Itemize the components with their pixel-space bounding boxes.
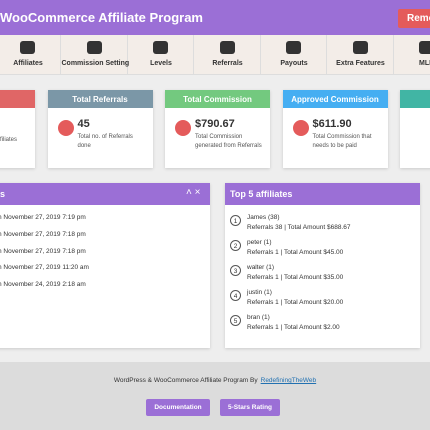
activity-row: n November 27, 2019 11:20 am [0,264,89,272]
card-desc: Total Commission generated from Referral… [195,134,262,149]
tab-icon [286,41,301,54]
stat-card: es filiates [0,90,35,168]
card-desc: Total Commission that needs to be paid [312,134,372,149]
footer-button[interactable]: Documentation [146,399,210,416]
affiliate-name: bran (1) [247,314,270,321]
tab-label: Levels [150,60,172,67]
affiliate-name: justin (1) [247,289,272,296]
card-value: $611.90 [312,118,352,130]
stat-card: Total Referrals 45 Total no. of Referrals … [47,90,153,168]
affiliate-detail: Referrals 1 | Total Amount $45.00 [247,249,344,256]
footer-button[interactable]: 5-Stars Rating [220,399,280,416]
affiliate-name: peter (1) [247,239,272,246]
plugin-title: WooCommerce Affiliate Program [0,10,203,25]
panel-header: s [0,183,210,205]
affiliate-name: James (38) [247,214,280,221]
stat-card: Total Commission $790.67 Total Commission … [165,90,270,168]
tab[interactable]: Referrals [195,35,261,75]
card-header: Pen [400,90,430,108]
footer-text: WordPress & WooCommerce Affiliate Progra… [0,377,430,384]
tab-icon [419,41,430,54]
rank-badge: 1 [230,215,241,226]
card-header: Total Referrals [47,90,153,108]
card-icon [292,120,309,136]
card-header: es [0,90,35,108]
credit-link[interactable]: RedefiningTheWeb [260,377,317,384]
rank-badge: 3 [230,265,241,276]
affiliate-detail: Referrals 1 | Total Amount $20.00 [247,299,344,306]
tab[interactable]: Commission Setting [61,35,130,75]
tab-icon [352,41,368,54]
credit: WordPress & WooCommerce Affiliate Progra… [113,377,258,384]
tab-icon [153,41,168,54]
activity-row: n November 27, 2019 7:19 pm [0,214,86,221]
tab-icon [86,41,102,54]
card-icon [57,120,74,136]
card-header: Total Commission [165,90,270,108]
tab-label: Referrals [212,60,243,67]
card-header: Approved Commission [282,90,388,108]
activity-row: n November 27, 2019 7:18 pm [0,230,86,238]
rank-badge: 5 [230,315,241,326]
collapse-icons[interactable]: ˄ × [186,187,201,198]
stat-card: Approved Commission $611.90 Total Commissi… [282,90,388,168]
tab[interactable]: MLM [394,35,430,75]
recent-panel: s ˄ × n November 27, 2019 7:19 pm n Novembe… [0,183,210,348]
footer [0,362,430,430]
top-bar [0,0,430,35]
tab-icon [20,41,35,54]
card-value: $790.67 [195,118,235,130]
tab-label: Extra Features [336,60,385,67]
panel-header: Top 5 affiliates [225,183,420,205]
tab-label: MLM [419,60,430,67]
activity-row: n November 24, 2019 2:18 am [0,281,86,289]
affiliate-name: walter (1) [247,264,275,271]
tab-icon [219,41,235,54]
tab-label: Affiliates [13,60,43,67]
tab[interactable]: Levels [128,35,194,75]
affiliate-detail: Referrals 38 | Total Amount $688.67 [247,224,351,231]
card-value: 45 [77,118,90,130]
tab[interactable]: Payouts [261,35,327,75]
tab[interactable]: Extra Features [328,35,394,75]
top-affiliates-panel: Top 5 affiliates 1 James (38) Referrals 38 … [225,183,420,348]
affiliate-detail: Referrals 1 | Total Amount $2.00 [247,324,340,331]
remove-button[interactable]: Remove [398,9,430,28]
activity-row: n November 27, 2019 7:18 pm [0,247,86,255]
rank-badge: 2 [230,240,241,251]
card-icon [175,120,191,136]
rank-badge: 4 [230,290,241,301]
tab-label: Commission Setting [61,60,130,67]
card-desc: Total no. of Referrals done [77,134,133,149]
tab[interactable]: Affiliates [0,35,61,75]
tab-label: Payouts [280,60,308,67]
affiliate-detail: Referrals 1 | Total Amount $35.00 [247,274,344,281]
stat-card: Pen [400,90,430,168]
card-desc: filiates [0,137,18,143]
